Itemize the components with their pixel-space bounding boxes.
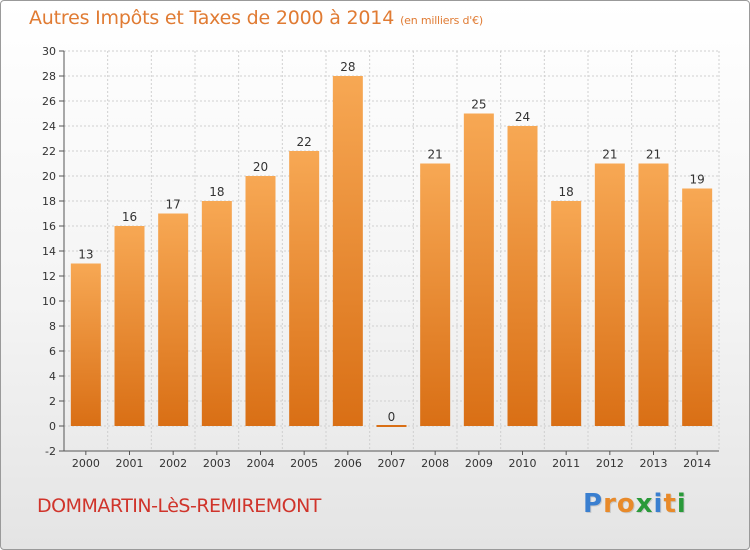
- x-tick-label: 2000: [72, 457, 100, 470]
- bar: [158, 213, 189, 426]
- data-label: 24: [515, 110, 530, 124]
- data-labels: 13 16 17 18 20 22 28 0 21 25 24 18 21 21 19: [78, 60, 705, 424]
- y-tick-label: 12: [42, 270, 56, 283]
- data-label: 16: [122, 210, 137, 224]
- y-tick-label: 26: [42, 95, 56, 108]
- y-tick-label: 2: [49, 395, 56, 408]
- y-tick-label: 10: [42, 295, 56, 308]
- x-tick-label: 2006: [334, 457, 362, 470]
- data-label: 21: [646, 148, 661, 162]
- bar: [70, 263, 101, 426]
- logo-letter: t: [663, 489, 677, 519]
- data-label: 25: [471, 98, 486, 112]
- data-label: 0: [388, 410, 396, 424]
- x-tick-label: 2012: [596, 457, 624, 470]
- proxiti-logo: Proxiti: [583, 489, 687, 519]
- bar: [420, 163, 451, 426]
- x-tick-label: 2011: [552, 457, 580, 470]
- x-tick-label: 2001: [116, 457, 144, 470]
- y-tick-label: 6: [49, 345, 56, 358]
- y-tick-label: 4: [49, 370, 56, 383]
- location-name: DOMMARTIN-LèS-REMIREMONT: [37, 495, 321, 517]
- data-label: 19: [690, 173, 705, 187]
- y-tick-label: 30: [42, 45, 56, 58]
- y-tick-label: 28: [42, 70, 56, 83]
- logo-letter: r: [603, 489, 617, 519]
- x-tick-label: 2002: [159, 457, 187, 470]
- bar: [289, 151, 320, 426]
- y-tick-label: 18: [42, 195, 56, 208]
- x-tick-label: 2013: [640, 457, 668, 470]
- bar: [376, 425, 407, 427]
- data-label: 28: [340, 60, 355, 74]
- logo-letter: x: [635, 489, 654, 519]
- data-label: 18: [559, 185, 574, 199]
- x-tick-label: 2003: [203, 457, 231, 470]
- data-label: 22: [297, 135, 312, 149]
- x-tick-label: 2010: [509, 457, 537, 470]
- bar: [463, 113, 494, 426]
- data-label: 18: [209, 185, 224, 199]
- x-tick-label: 2004: [247, 457, 275, 470]
- x-tick-label: 2008: [421, 457, 449, 470]
- data-label: 20: [253, 160, 268, 174]
- bar: [682, 188, 713, 426]
- x-tick-label: 2014: [683, 457, 711, 470]
- y-tick-label: 20: [42, 170, 56, 183]
- bar: [201, 201, 232, 426]
- chart-title: Autres Impôts et Taxes de 2000 à 2014 (en…: [29, 7, 483, 29]
- y-tick-label: 0: [49, 420, 56, 433]
- bar: [638, 163, 669, 426]
- bar: [507, 126, 538, 426]
- chart-title-text: Autres Impôts et Taxes de 2000 à 2014: [29, 7, 395, 29]
- logo-letter: i: [676, 489, 687, 519]
- y-tick-label: -2: [45, 445, 56, 458]
- bar: [594, 163, 625, 426]
- data-label: 21: [602, 148, 617, 162]
- chart-unit: (en milliers d'€): [400, 14, 483, 27]
- y-tick-label: 8: [49, 320, 56, 333]
- y-tick-label: 14: [42, 245, 56, 258]
- bar: [114, 226, 145, 426]
- bar: [332, 76, 363, 426]
- y-tick-label: 16: [42, 220, 56, 233]
- logo-letter: P: [583, 489, 604, 519]
- x-tick-label: 2007: [378, 457, 406, 470]
- data-label: 13: [78, 248, 93, 262]
- bar: [551, 201, 582, 426]
- logo-letter: i: [653, 489, 664, 519]
- y-tick-label: 24: [42, 120, 56, 133]
- data-label: 21: [428, 148, 443, 162]
- logo-letter: o: [616, 489, 636, 519]
- y-tick-label: 22: [42, 145, 56, 158]
- bars: [70, 76, 713, 427]
- x-tick-label: 2009: [465, 457, 493, 470]
- x-tick-label: 2005: [290, 457, 318, 470]
- bar: [245, 176, 276, 426]
- data-label: 17: [166, 198, 181, 212]
